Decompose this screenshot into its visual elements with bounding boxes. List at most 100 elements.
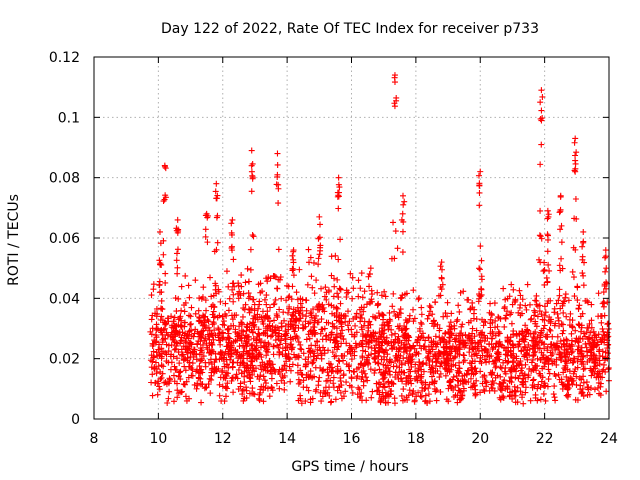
data-point: [217, 298, 224, 305]
data-point: [358, 311, 365, 318]
data-point: [574, 297, 581, 304]
data-point: [315, 235, 322, 242]
data-point: [398, 392, 405, 399]
data-point: [478, 257, 485, 264]
data-point: [416, 295, 423, 302]
data-point: [246, 371, 253, 378]
data-point: [401, 198, 408, 205]
data-point: [419, 384, 426, 391]
data-point: [206, 327, 213, 334]
data-point: [341, 352, 348, 359]
data-point: [508, 374, 515, 381]
data-point: [412, 351, 419, 358]
data-point: [437, 388, 444, 395]
data-point: [542, 309, 549, 316]
data-point: [248, 168, 255, 175]
data-point: [282, 328, 289, 335]
data-point: [590, 339, 597, 346]
data-point: [505, 337, 512, 344]
data-point: [556, 209, 563, 216]
data-point: [160, 198, 167, 205]
data-point: [336, 358, 343, 365]
data-point: [373, 342, 380, 349]
data-point: [521, 371, 528, 378]
data-point: [154, 391, 161, 398]
data-point: [240, 342, 247, 349]
data-point: [268, 384, 275, 391]
data-point: [267, 304, 274, 311]
data-point: [574, 346, 581, 353]
data-point: [219, 313, 226, 320]
data-point: [224, 326, 231, 333]
data-point: [292, 322, 299, 329]
data-point: [369, 313, 376, 320]
data-point: [595, 331, 602, 338]
data-point: [165, 318, 172, 325]
data-point: [266, 358, 273, 365]
data-point: [160, 335, 167, 342]
data-point: [150, 348, 157, 355]
data-point: [363, 397, 370, 404]
data-point: [334, 368, 341, 375]
data-point: [600, 299, 607, 306]
data-point: [310, 357, 317, 364]
data-point: [500, 393, 507, 400]
data-point: [249, 385, 256, 392]
data-point: [213, 180, 220, 187]
data-point: [159, 370, 166, 377]
data-point: [170, 353, 177, 360]
data-point: [182, 272, 189, 279]
data-point: [349, 274, 356, 281]
data-point: [368, 394, 375, 401]
data-point: [177, 376, 184, 383]
data-point: [461, 357, 468, 364]
data-point: [559, 302, 566, 309]
data-point: [376, 391, 383, 398]
data-point: [392, 330, 399, 337]
data-point: [404, 318, 411, 325]
data-point: [392, 369, 399, 376]
data-point: [391, 308, 398, 315]
data-point: [452, 383, 459, 390]
data-point: [335, 294, 342, 301]
data-point: [384, 362, 391, 369]
data-point: [385, 378, 392, 385]
data-point: [429, 365, 436, 372]
data-point: [297, 341, 304, 348]
data-point: [428, 373, 435, 380]
data-point: [455, 387, 462, 394]
data-point: [157, 240, 164, 247]
data-point: [222, 393, 229, 400]
data-point: [229, 216, 236, 223]
data-point: [229, 316, 236, 323]
data-point: [468, 370, 475, 377]
data-point: [559, 385, 566, 392]
data-point: [532, 394, 539, 401]
data-point: [379, 311, 386, 318]
data-point: [533, 301, 540, 308]
data-point: [573, 149, 580, 156]
data-point: [371, 345, 378, 352]
data-point: [469, 299, 476, 306]
data-point: [305, 320, 312, 327]
data-point: [273, 380, 280, 387]
data-point: [213, 246, 220, 253]
data-point: [541, 322, 548, 329]
data-point: [311, 290, 318, 297]
data-point: [389, 303, 396, 310]
data-point: [335, 189, 342, 196]
data-point: [248, 162, 255, 169]
data-point: [545, 298, 552, 304]
data-point: [554, 310, 561, 317]
data-point: [544, 279, 551, 286]
data-point: [337, 333, 344, 340]
data-point: [176, 360, 183, 367]
data-point: [343, 340, 350, 347]
data-point: [477, 266, 484, 273]
data-point: [328, 331, 335, 338]
data-point: [414, 336, 421, 343]
data-point: [523, 352, 530, 359]
data-point: [532, 297, 539, 304]
data-point: [316, 374, 323, 381]
data-point: [180, 357, 187, 364]
